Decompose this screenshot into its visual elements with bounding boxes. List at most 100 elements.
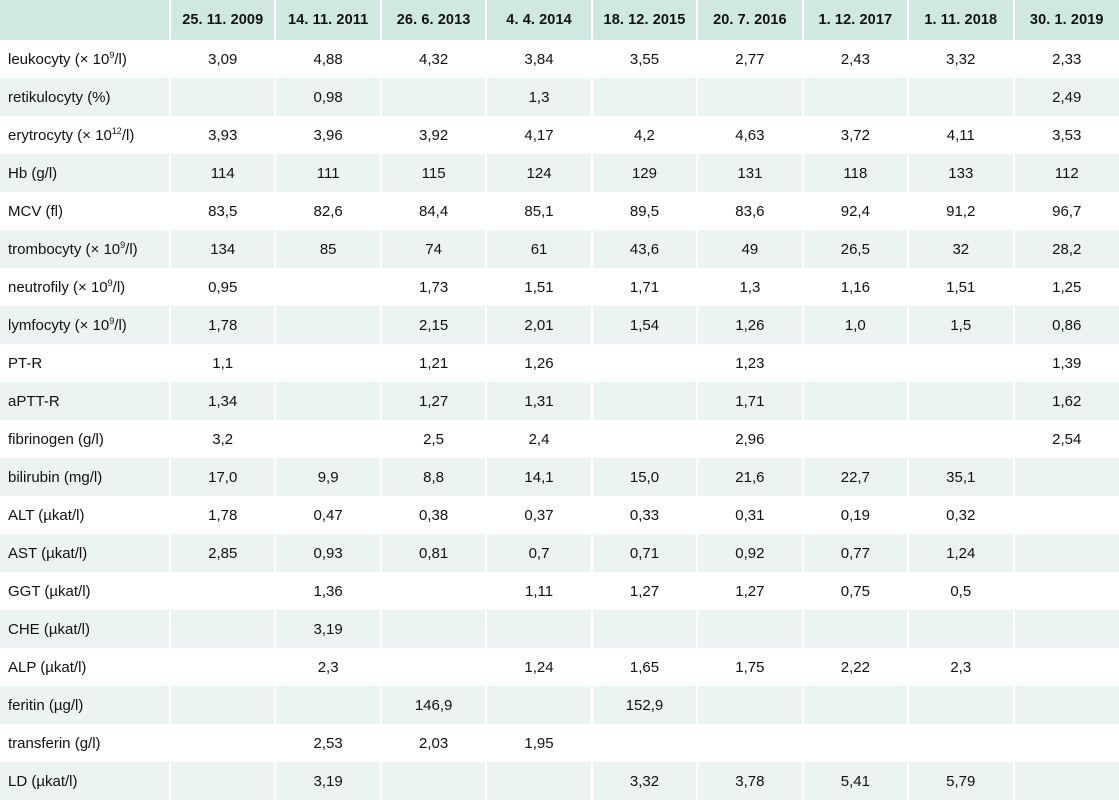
row-label-text: ALP (µkat/l) [8,658,87,676]
value-cell: 1,23 [697,344,804,382]
row-label-exponent: 9 [109,315,115,326]
value-cell: 0,5 [908,572,1015,610]
value-cell: 2,22 [802,648,910,686]
value-cell [697,724,804,762]
value-cell [170,686,277,724]
value-cell: 2,3 [908,648,1015,686]
value-cell: 1,27 [697,572,804,610]
value-cell: 0,71 [591,534,699,572]
row-label: neutrofily (× 109/l) [0,268,171,306]
table-row: neutrofily (× 109/l) 0,95 1,73 1,51 1,71 1,3 1… [0,268,1119,306]
value-cell [802,382,910,420]
value-cell: 61 [486,230,593,268]
value-cell: 129 [591,154,699,192]
date-header: 1. 12. 2017 [802,0,910,40]
value-cell [170,648,277,686]
value-cell [802,420,910,458]
value-cell: 3,32 [591,762,699,800]
value-cell [275,344,382,382]
value-cell: 2,96 [697,420,804,458]
table-row: aPTT-R 1,34 1,27 1,31 1,71 1,62 [0,382,1119,420]
value-cell [1013,724,1119,762]
value-cell: 0,37 [486,496,593,534]
table-row: fibrinogen (g/l) 3,2 2,5 2,4 2,96 2,54 [0,420,1119,458]
value-cell: 2,3 [275,648,382,686]
value-cell: 9,9 [275,458,382,496]
value-cell: 114 [170,154,277,192]
value-cell: 1,39 [1013,344,1119,382]
row-label: bilirubin (mg/l) [0,458,171,496]
value-cell [275,382,382,420]
value-cell [908,344,1015,382]
row-label: PT-R [0,344,171,382]
row-label: lymfocyty (× 109/l) [0,306,171,344]
value-cell: 3,55 [591,40,699,78]
value-cell: 35,1 [908,458,1015,496]
value-cell [170,762,277,800]
value-cell: 134 [170,230,277,268]
row-label: AST (µkat/l) [0,534,171,572]
value-cell: 0,31 [697,496,804,534]
value-cell: 3,96 [275,116,382,154]
table-row: Hb (g/l) 114 111 115 124 129 131 118 133 112 [0,154,1119,192]
row-label-text: CHE (µkat/l) [8,620,90,638]
value-cell: 133 [908,154,1015,192]
value-cell [591,724,699,762]
value-cell [486,762,593,800]
value-cell: 0,47 [275,496,382,534]
value-cell [170,78,277,116]
value-cell: 3,19 [275,762,382,800]
value-cell: 2,03 [380,724,488,762]
value-cell: 112 [1013,154,1119,192]
value-cell [1013,534,1119,572]
value-cell: 2,53 [275,724,382,762]
table-row: leukocyty (× 109/l) 3,09 4,88 4,32 3,84 3,55 2… [0,40,1119,78]
value-cell [591,382,699,420]
value-cell [380,572,488,610]
value-cell: 0,38 [380,496,488,534]
value-cell: 4,88 [275,40,382,78]
value-cell: 89,5 [591,192,699,230]
row-label-text: fibrinogen (g/l) [8,430,104,448]
row-label-exponent: 9 [120,239,126,250]
value-cell [802,724,910,762]
value-cell: 1,78 [170,496,277,534]
row-label-text: AST (µkat/l) [8,544,88,562]
value-cell: 3,84 [486,40,593,78]
value-cell [697,78,804,116]
value-cell [486,686,593,724]
value-cell: 0,7 [486,534,593,572]
date-header: 18. 12. 2015 [591,0,699,40]
row-label: Hb (g/l) [0,154,171,192]
value-cell [1013,496,1119,534]
row-label: retikulocyty (%) [0,78,171,116]
value-cell: 124 [486,154,593,192]
value-cell: 2,54 [1013,420,1119,458]
value-cell: 115 [380,154,488,192]
value-cell [170,610,277,648]
value-cell: 4,63 [697,116,804,154]
row-label: ALT (µkat/l) [0,496,171,534]
row-label-exponent: 9 [107,277,113,288]
value-cell: 17,0 [170,458,277,496]
value-cell [591,344,699,382]
value-cell: 3,92 [380,116,488,154]
table-row: bilirubin (mg/l) 17,0 9,9 8,8 14,1 15,0 21,6 22… [0,458,1119,496]
value-cell: 0,81 [380,534,488,572]
value-cell: 4,2 [591,116,699,154]
value-cell: 4,17 [486,116,593,154]
value-cell: 3,19 [275,610,382,648]
value-cell: 83,6 [697,192,804,230]
value-cell: 1,65 [591,648,699,686]
value-cell: 1,21 [380,344,488,382]
value-cell: 91,2 [908,192,1015,230]
value-cell: 15,0 [591,458,699,496]
value-cell: 2,49 [1013,78,1119,116]
value-cell: 1,3 [697,268,804,306]
value-cell: 28,2 [1013,230,1119,268]
value-cell: 85 [275,230,382,268]
date-header: 14. 11. 2011 [275,0,382,40]
value-cell: 3,72 [802,116,910,154]
value-cell: 2,85 [170,534,277,572]
value-cell [275,686,382,724]
